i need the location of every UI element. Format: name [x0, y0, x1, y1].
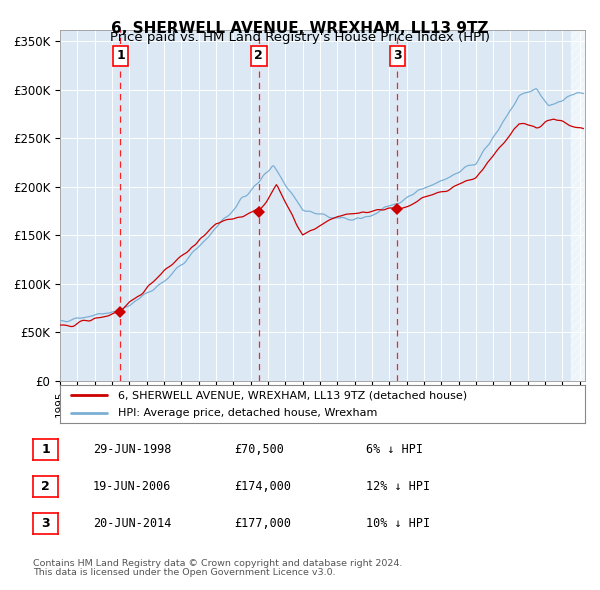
Text: 19-JUN-2006: 19-JUN-2006 [93, 480, 172, 493]
Text: Price paid vs. HM Land Registry's House Price Index (HPI): Price paid vs. HM Land Registry's House … [110, 31, 490, 44]
Text: 3: 3 [41, 517, 50, 530]
Text: 12% ↓ HPI: 12% ↓ HPI [366, 480, 430, 493]
Text: 2: 2 [41, 480, 50, 493]
Text: This data is licensed under the Open Government Licence v3.0.: This data is licensed under the Open Gov… [33, 568, 335, 577]
Text: 6% ↓ HPI: 6% ↓ HPI [366, 442, 423, 456]
Text: 1: 1 [41, 442, 50, 456]
Text: 20-JUN-2014: 20-JUN-2014 [93, 517, 172, 530]
Text: £70,500: £70,500 [234, 442, 284, 456]
Text: HPI: Average price, detached house, Wrexham: HPI: Average price, detached house, Wrex… [118, 408, 377, 418]
Text: 10% ↓ HPI: 10% ↓ HPI [366, 517, 430, 530]
Bar [571, 30, 585, 381]
Text: 3: 3 [393, 49, 401, 62]
Text: 2: 2 [254, 49, 263, 62]
Text: £174,000: £174,000 [234, 480, 291, 493]
Text: 6, SHERWELL AVENUE, WREXHAM, LL13 9TZ: 6, SHERWELL AVENUE, WREXHAM, LL13 9TZ [111, 21, 489, 35]
Text: Contains HM Land Registry data © Crown copyright and database right 2024.: Contains HM Land Registry data © Crown c… [33, 559, 403, 568]
Text: 1: 1 [116, 49, 125, 62]
Text: 29-JUN-1998: 29-JUN-1998 [93, 442, 172, 456]
Text: 6, SHERWELL AVENUE, WREXHAM, LL13 9TZ (detached house): 6, SHERWELL AVENUE, WREXHAM, LL13 9TZ (d… [118, 390, 467, 400]
Text: £177,000: £177,000 [234, 517, 291, 530]
